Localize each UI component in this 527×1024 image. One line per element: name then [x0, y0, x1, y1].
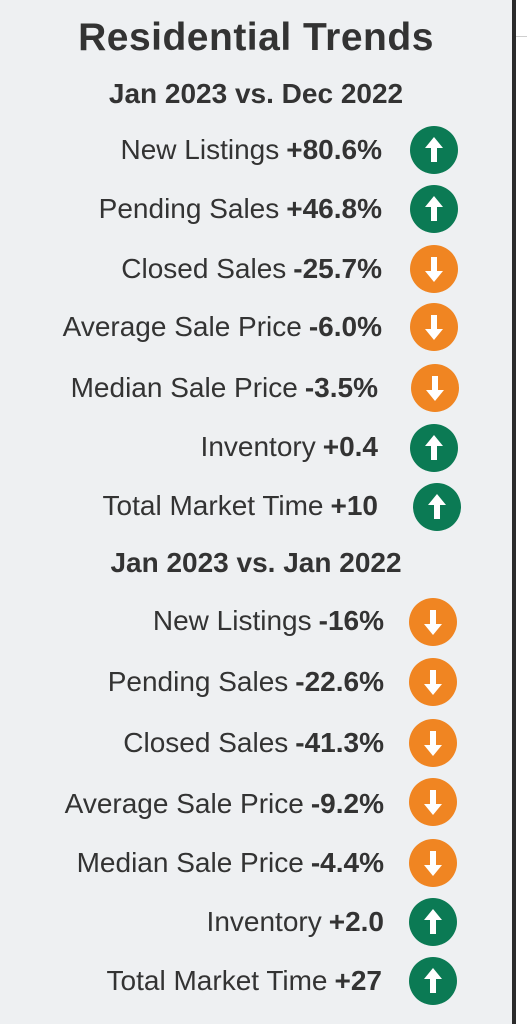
- up-arrow-icon: [409, 957, 457, 1005]
- section-heading-year-over-year: Jan 2023 vs. Jan 2022: [110, 547, 402, 578]
- trend-row: Inventory +2.0: [0, 899, 384, 945]
- trend-row: Pending Sales +46.8%: [0, 186, 382, 232]
- trend-row: Median Sale Price -4.4%: [0, 840, 384, 886]
- section-heading-month-over-month: Jan 2023 vs. Dec 2022: [108, 78, 404, 109]
- metric-label: Inventory: [206, 906, 322, 937]
- trend-row: Total Market Time +27: [0, 958, 382, 1004]
- trend-row: Inventory +0.4: [0, 424, 378, 470]
- up-arrow-icon: [410, 185, 458, 233]
- metric-label: Pending Sales: [98, 193, 280, 224]
- down-arrow-icon: [409, 658, 457, 706]
- metric-label: Inventory: [200, 431, 316, 462]
- metric-value: +27: [334, 965, 383, 996]
- metric-value: +10: [330, 490, 379, 521]
- trend-row: Median Sale Price -3.5%: [0, 365, 378, 411]
- metric-label: New Listings: [152, 605, 312, 636]
- metric-label: Pending Sales: [107, 666, 289, 697]
- trend-row: Closed Sales -41.3%: [0, 720, 384, 766]
- down-arrow-icon: [410, 303, 458, 351]
- metric-label: Total Market Time: [102, 490, 324, 521]
- metric-value: -3.5%: [304, 372, 378, 403]
- metric-value: -22.6%: [295, 666, 384, 697]
- metric-value: -4.4%: [310, 847, 384, 878]
- metric-label: Average Sale Price: [62, 311, 302, 342]
- trend-row: New Listings +80.6%: [0, 127, 382, 173]
- trend-row: Closed Sales -25.7%: [0, 246, 382, 292]
- metric-label: Median Sale Price: [70, 372, 298, 403]
- up-arrow-icon: [410, 424, 458, 472]
- up-arrow-icon: [410, 126, 458, 174]
- trend-row: Pending Sales -22.6%: [0, 659, 384, 705]
- metric-label: Total Market Time: [106, 965, 328, 996]
- metric-value: -16%: [318, 605, 384, 636]
- trend-row: Average Sale Price -6.0%: [0, 304, 382, 350]
- down-arrow-icon: [411, 364, 459, 412]
- metric-label: Median Sale Price: [76, 847, 304, 878]
- up-arrow-icon: [413, 483, 461, 531]
- trends-panel: Residential Trends Jan 2023 vs. Dec 2022…: [0, 0, 516, 1024]
- metric-value: -6.0%: [308, 311, 382, 342]
- metric-value: +80.6%: [286, 134, 382, 165]
- metric-label: New Listings: [120, 134, 280, 165]
- trend-row: Total Market Time +10: [0, 483, 378, 529]
- down-arrow-icon: [409, 719, 457, 767]
- metric-value: -9.2%: [310, 788, 384, 819]
- metric-value: -25.7%: [293, 253, 382, 284]
- metric-value: +0.4: [322, 431, 378, 462]
- metric-value: -41.3%: [295, 727, 384, 758]
- metric-value: +46.8%: [286, 193, 382, 224]
- trend-row: New Listings -16%: [0, 598, 384, 644]
- trend-row: Average Sale Price -9.2%: [0, 781, 384, 827]
- metric-label: Closed Sales: [121, 253, 287, 284]
- metric-value: +2.0: [328, 906, 384, 937]
- down-arrow-icon: [409, 839, 457, 887]
- down-arrow-icon: [409, 778, 457, 826]
- down-arrow-icon: [410, 245, 458, 293]
- metric-label: Average Sale Price: [64, 788, 304, 819]
- metric-label: Closed Sales: [123, 727, 289, 758]
- up-arrow-icon: [409, 898, 457, 946]
- page-title: Residential Trends: [78, 16, 434, 59]
- down-arrow-icon: [409, 598, 457, 646]
